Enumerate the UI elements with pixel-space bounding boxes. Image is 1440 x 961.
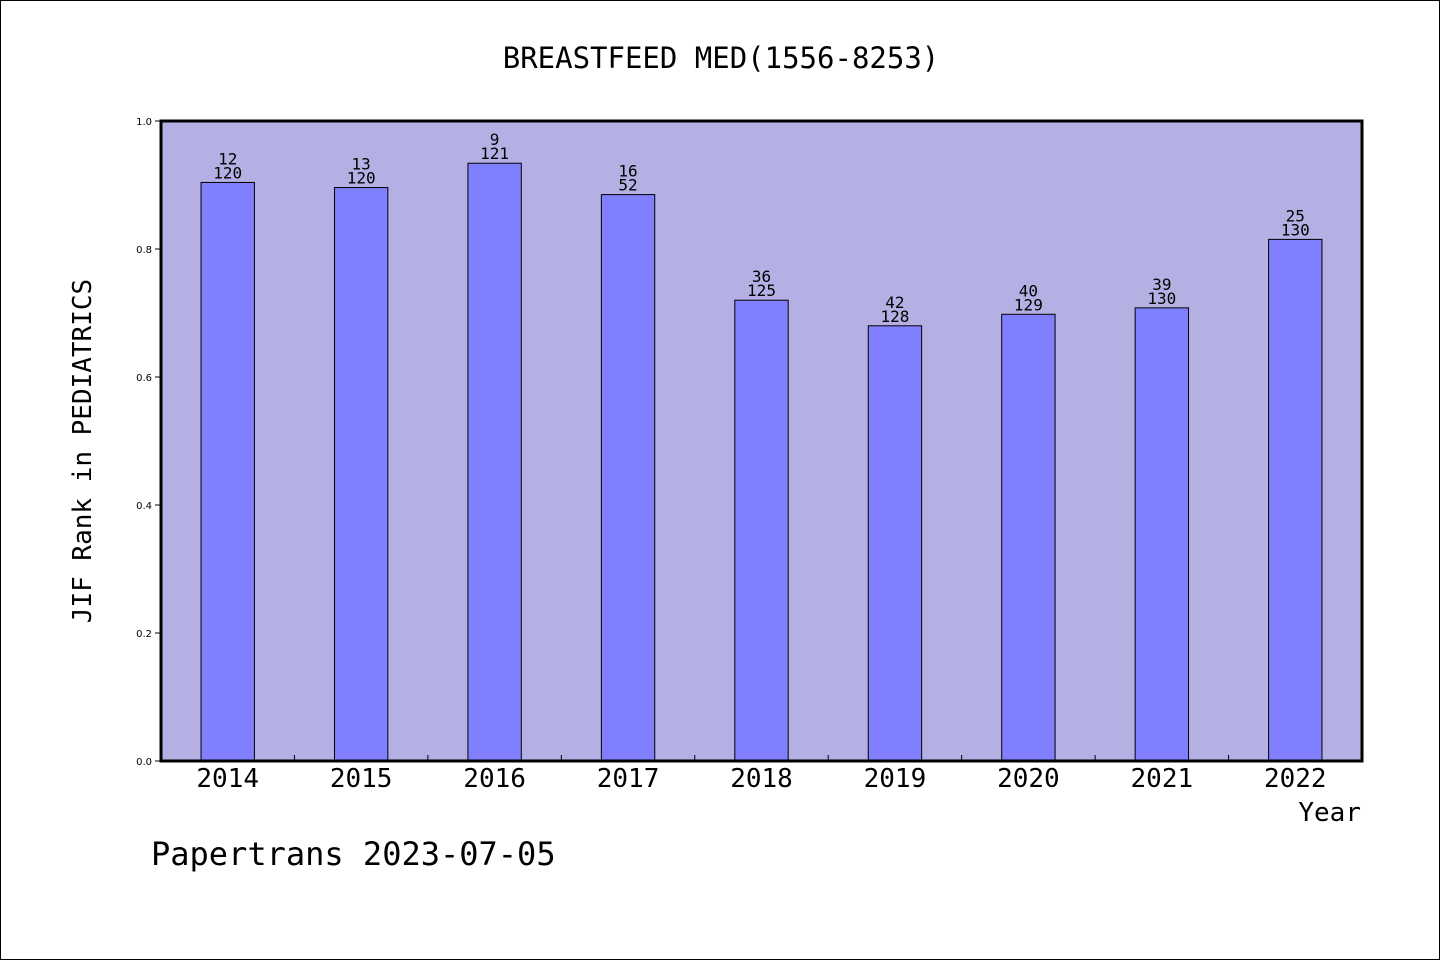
total-label-2016: 121 bbox=[480, 144, 509, 163]
rank-label-2016: 9 bbox=[490, 130, 500, 149]
bar-2015 bbox=[333, 187, 389, 762]
rank-label-2017: 16 bbox=[618, 162, 637, 181]
total-label-2019: 128 bbox=[880, 307, 909, 326]
total-label-2014: 120 bbox=[213, 163, 242, 182]
bar-2021 bbox=[1134, 307, 1190, 762]
bar-2020 bbox=[1001, 313, 1056, 762]
footer-credit: Papertrans 2023-07-05 bbox=[151, 835, 556, 873]
bar-2014 bbox=[200, 181, 255, 762]
rank-label-2019: 42 bbox=[885, 293, 904, 312]
bars-layer bbox=[200, 162, 1323, 762]
x-tick-label-2018: 2018 bbox=[730, 764, 793, 794]
rank-label-2022: 25 bbox=[1286, 206, 1305, 225]
x-tick-label-2016: 2016 bbox=[463, 764, 526, 794]
bar-2018 bbox=[734, 299, 789, 762]
y-tick-label: 0.4 bbox=[136, 501, 152, 512]
total-label-2015: 120 bbox=[347, 169, 376, 188]
bar-2019 bbox=[867, 325, 923, 762]
x-tick-label-2019: 2019 bbox=[864, 764, 927, 794]
rank-label-2020: 40 bbox=[1019, 281, 1038, 300]
plot-border bbox=[159, 119, 1364, 763]
y-axis-label: JIF Rank in PEDIATRICS bbox=[68, 279, 98, 623]
y-tick-label: 0.0 bbox=[136, 757, 152, 768]
y-tick-label: 1.0 bbox=[136, 117, 152, 128]
x-axis-label: Year bbox=[1298, 798, 1361, 828]
chart-title: BREASTFEED MED(1556-8253) bbox=[503, 41, 940, 75]
total-label-2022: 130 bbox=[1281, 220, 1310, 239]
x-tick-label-2015: 2015 bbox=[330, 764, 393, 794]
x-tick-label-2021: 2021 bbox=[1131, 764, 1194, 794]
rank-label-2018: 36 bbox=[752, 267, 771, 286]
y-tick-label: 0.2 bbox=[136, 629, 152, 640]
bar-2016 bbox=[467, 162, 522, 762]
bar-2017 bbox=[600, 194, 656, 762]
total-label-2021: 130 bbox=[1147, 289, 1176, 308]
rank-label-2014: 12 bbox=[218, 149, 237, 168]
total-label-2020: 129 bbox=[1014, 295, 1043, 314]
x-tick-label-2014: 2014 bbox=[196, 764, 259, 794]
rank-label-2015: 13 bbox=[352, 155, 371, 174]
x-axis: 2014 2015 2016 2017 2018 2019 2020 2021 2022 bbox=[196, 755, 1327, 794]
x-tick-label-2017: 2017 bbox=[597, 764, 660, 794]
x-tick-label-2020: 2020 bbox=[997, 764, 1060, 794]
total-label-2017: 52 bbox=[618, 176, 637, 195]
total-label-2018: 125 bbox=[747, 281, 776, 300]
y-tick-label: 0.8 bbox=[136, 245, 152, 256]
y-tick-label: 0.6 bbox=[136, 373, 152, 384]
rank-label-2021: 39 bbox=[1152, 275, 1171, 294]
bar-2022 bbox=[1268, 238, 1323, 762]
y-axis: 0.0 0.2 0.4 0.6 0.8 1.0 bbox=[136, 117, 161, 768]
x-tick-label-2022: 2022 bbox=[1264, 764, 1327, 794]
